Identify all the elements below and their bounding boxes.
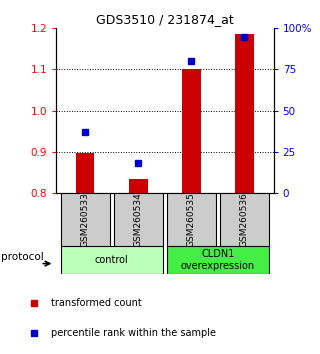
Bar (235, 34, 254, 193)
Bar (61, 193, 110, 246)
Text: GSM260535: GSM260535 (187, 192, 196, 247)
Bar (182, 69, 201, 193)
Bar (114, 193, 163, 246)
Bar (76, 153, 94, 193)
Title: GDS3510 / 231874_at: GDS3510 / 231874_at (96, 13, 234, 26)
Text: GSM260534: GSM260534 (134, 192, 143, 247)
Text: percentile rank within the sample: percentile rank within the sample (51, 327, 216, 338)
Bar (61, 246, 163, 274)
Bar (129, 178, 148, 193)
Text: control: control (95, 255, 129, 265)
Bar (167, 246, 269, 274)
Text: protocol: protocol (1, 252, 44, 262)
Text: transformed count: transformed count (51, 298, 142, 308)
Text: GSM260536: GSM260536 (240, 192, 249, 247)
Bar (167, 193, 216, 246)
Text: CLDN1
overexpression: CLDN1 overexpression (181, 249, 255, 271)
Text: GSM260533: GSM260533 (81, 192, 90, 247)
Bar (220, 193, 269, 246)
